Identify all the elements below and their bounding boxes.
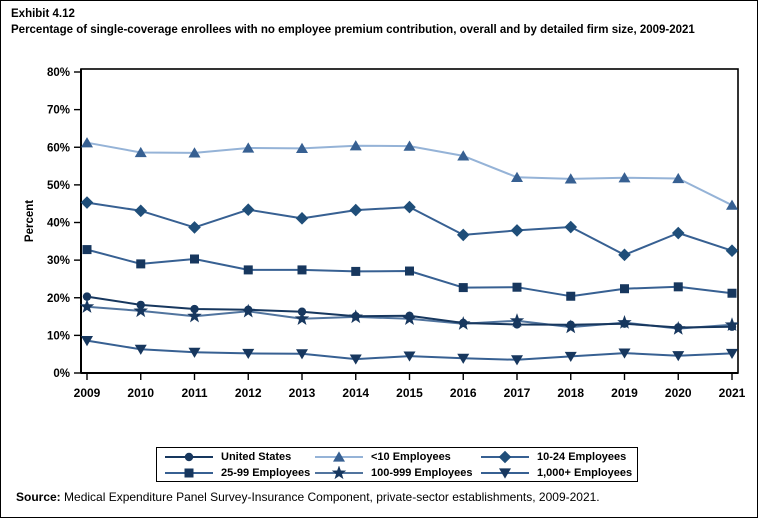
x-axis: 2009 2010 2011 2012 2013 2014 2015 2016 2017 2018… [74, 373, 746, 400]
legend-item-united-states: United States [164, 449, 314, 465]
y-tick-label: 40% [47, 218, 70, 230]
legend-item-lt10-employees: <10 Employees [314, 449, 480, 465]
legend-item-25-99-employees: 25-99 Employees [164, 465, 314, 481]
legend-item-1000plus-employees: 1,000+ Employees [480, 465, 637, 481]
y-tick-label: 50% [47, 180, 70, 192]
legend-item-10-24-employees: 10-24 Employees [480, 449, 637, 465]
triangle-down-marker-icon [481, 468, 529, 479]
circle-marker-icon [165, 452, 213, 462]
x-tick-label: 2010 [127, 386, 154, 400]
x-tick-label: 2012 [235, 386, 262, 400]
chart-title-block: Exhibit 4.12 Percentage of single-covera… [11, 7, 735, 39]
x-tick-label: 2014 [342, 386, 369, 400]
x-tick-label: 2013 [289, 386, 316, 400]
x-tick-label: 2016 [450, 386, 477, 400]
y-tick-label: 80% [47, 67, 70, 79]
legend-label-lt10-employees: <10 Employees [371, 451, 451, 463]
chart-legend: United States <10 Employees 10-24 Employ… [156, 447, 638, 482]
x-tick-label: 2018 [557, 386, 584, 400]
legend-label-1000plus-employees: 1,000+ Employees [537, 467, 633, 479]
y-tick-label: 20% [47, 293, 70, 305]
y-tick-label: 70% [47, 105, 70, 117]
y-tick-label: 60% [47, 142, 70, 154]
y-tick-label: 30% [47, 255, 70, 267]
y-tick-label: 0% [53, 368, 70, 380]
series-10-24-employees [80, 196, 739, 262]
series-10-employees [81, 137, 738, 210]
line-chart: 0%10%20%30%40%50%60%70%80%2009 2010 2011 20… [24, 67, 746, 400]
star-marker-icon [315, 466, 363, 480]
x-tick-label: 2017 [504, 386, 531, 400]
source-label: Source: [16, 490, 61, 504]
series-1-000-employees [81, 336, 738, 366]
legend-label-25-99-employees: 25-99 Employees [221, 467, 311, 479]
square-marker-icon [165, 468, 213, 478]
diamond-marker-icon [481, 450, 529, 464]
series-united-states [82, 292, 737, 332]
y-axis-title: Percent [24, 200, 36, 242]
legend-label-10-24-employees: 10-24 Employees [537, 451, 627, 463]
chart-title: Percentage of single-coverage enrollees … [11, 23, 695, 36]
y-tick-label: 10% [47, 330, 70, 342]
legend-label-100-999-employees: 100-999 Employees [371, 467, 473, 479]
x-tick-label: 2019 [611, 386, 638, 400]
x-tick-label: 2021 [719, 386, 746, 400]
x-tick-label: 2011 [181, 386, 207, 400]
exhibit-number: Exhibit 4.12 [11, 8, 75, 20]
triangle-marker-icon [315, 451, 363, 462]
series-25-99-employees [82, 245, 737, 301]
x-tick-label: 2009 [74, 386, 101, 400]
x-tick-label: 2015 [396, 386, 423, 400]
source-text: Medical Expenditure Panel Survey-Insuran… [60, 490, 600, 504]
x-tick-label: 2020 [665, 386, 692, 400]
y-axis: 0% 10% 20% 30% 40% 50% 60% 70% 80% [47, 67, 81, 380]
source-note: Source: Medical Expenditure Panel Survey… [16, 490, 600, 504]
legend-item-100-999-employees: 100-999 Employees [314, 465, 480, 481]
legend-label-united-states: United States [221, 451, 292, 463]
plot-frame [80, 68, 739, 374]
series-line [86, 141, 733, 207]
